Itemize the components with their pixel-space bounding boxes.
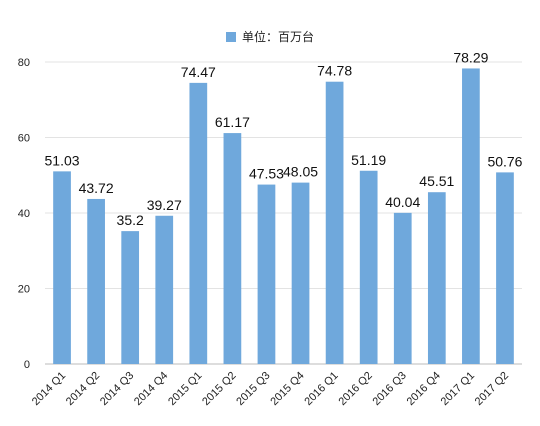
- data-label: 51.03: [45, 152, 80, 168]
- bar: [223, 133, 242, 364]
- x-tick-label: 2014 Q4: [132, 370, 170, 408]
- x-tick-label: 2016 Q2: [336, 370, 374, 408]
- y-axis-ticks: 0 20 40 60 80: [18, 57, 30, 371]
- bar: [155, 215, 174, 364]
- x-tick-label: 2016 Q1: [302, 370, 340, 408]
- data-label: 78.29: [453, 49, 488, 65]
- bar: [393, 212, 412, 364]
- x-tick-label: 2015 Q4: [268, 370, 306, 408]
- data-label: 50.76: [487, 153, 522, 169]
- x-tick-label: 2015 Q3: [234, 370, 272, 408]
- bar: [291, 182, 310, 364]
- bar: [325, 81, 344, 364]
- bar: [87, 198, 105, 364]
- data-label: 47.53: [249, 166, 284, 182]
- x-tick-label: 2015 Q1: [166, 370, 204, 408]
- x-tick-label: 2014 Q1: [30, 370, 68, 408]
- legend-label: 单位：百万台: [241, 30, 314, 44]
- data-label: 35.2: [117, 212, 144, 228]
- data-label: 61.17: [215, 114, 250, 130]
- data-label: 43.72: [79, 180, 114, 196]
- data-label: 48.05: [283, 164, 318, 180]
- legend-swatch: [225, 32, 236, 42]
- x-tick-label: 2015 Q2: [200, 370, 238, 408]
- y-tick-label: 80: [18, 57, 30, 69]
- bars: [53, 68, 514, 365]
- data-label: 40.04: [385, 194, 420, 210]
- y-tick-label: 20: [18, 284, 30, 296]
- x-tick-label: 2017 Q2: [473, 370, 511, 408]
- data-label: 51.19: [351, 152, 386, 168]
- data-label: 74.47: [181, 64, 216, 80]
- bar: [427, 192, 446, 364]
- x-tick-label: 2016 Q4: [405, 370, 443, 408]
- bar: [121, 231, 140, 364]
- legend: 单位：百万台: [0, 28, 540, 45]
- bar: [189, 82, 208, 365]
- y-tick-label: 0: [24, 359, 30, 371]
- x-tick-label: 2017 Q1: [439, 370, 477, 408]
- data-label: 39.27: [147, 197, 182, 213]
- bar: [359, 170, 378, 364]
- y-tick-label: 60: [18, 133, 30, 145]
- x-tick-label: 2014 Q2: [64, 370, 102, 408]
- bar: [53, 171, 71, 364]
- x-tick-label: 2016 Q3: [371, 370, 409, 408]
- x-tick-label: 2014 Q3: [98, 370, 136, 408]
- y-tick-label: 40: [18, 208, 30, 220]
- bar: [257, 184, 276, 364]
- bar: [462, 68, 480, 364]
- data-label: 45.51: [419, 173, 454, 189]
- bar: [496, 172, 514, 364]
- data-label: 74.78: [317, 63, 352, 79]
